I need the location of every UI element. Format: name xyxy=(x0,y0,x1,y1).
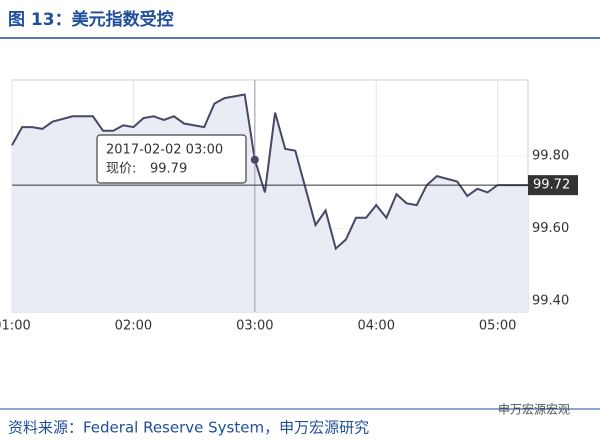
tooltip-time: 2017-02-02 03:00 xyxy=(106,143,223,158)
y-tick-label: 99.80 xyxy=(532,149,569,164)
x-tick-label: 03:00 xyxy=(236,319,273,334)
tooltip-point xyxy=(250,155,259,164)
y-tick-label: 99.60 xyxy=(532,221,569,236)
y-tick-label: 99.40 xyxy=(532,294,569,309)
chart-title: 图 13：美元指数受控 xyxy=(8,9,174,30)
tooltip-box xyxy=(96,134,247,184)
tooltip-price: 99.79 xyxy=(150,162,187,177)
x-tick-label: 05:00 xyxy=(479,319,516,334)
line xyxy=(11,93,528,251)
current-label: 99.72 xyxy=(533,178,570,193)
tooltip-price-label: 现价: xyxy=(106,162,136,177)
source: 资料来源：Federal Reserve System，申万宏源研究 xyxy=(8,419,369,437)
x-tick-label: 01:00 xyxy=(0,319,31,334)
x-tick-label: 04:00 xyxy=(358,319,395,334)
current-label-box xyxy=(528,175,578,196)
x-tick-label: 02:00 xyxy=(115,319,152,334)
plot: 01:00 02:00 03:00 04:00 05:00 99.40 99.60 99.80… xyxy=(0,80,578,334)
watermark: 申万宏源宏观 xyxy=(498,402,570,417)
